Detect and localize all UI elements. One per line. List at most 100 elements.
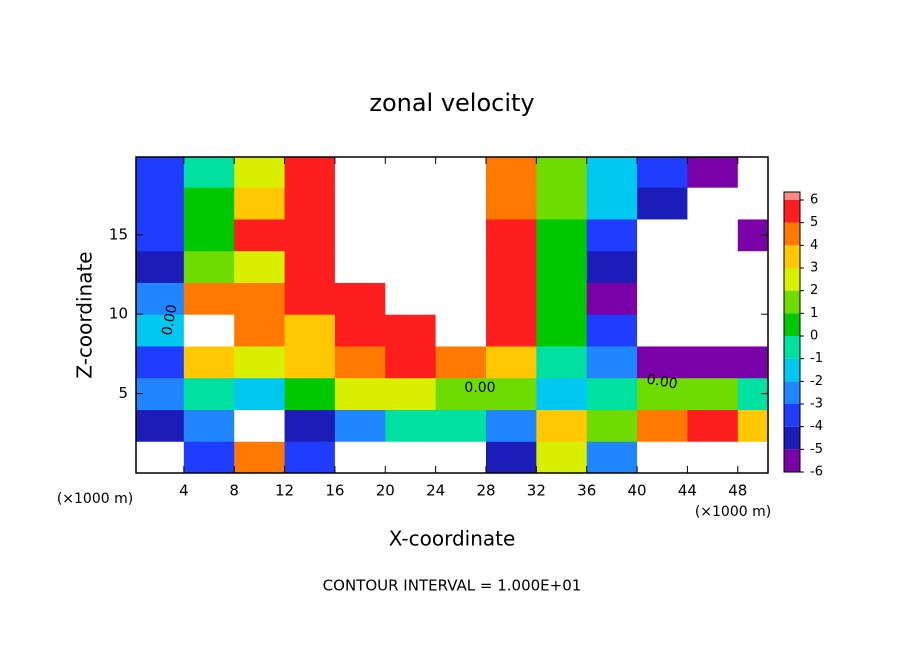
cell <box>485 409 537 442</box>
colorbar-label: -6 <box>810 465 823 480</box>
cell <box>637 377 688 410</box>
colorbar-swatch <box>784 358 800 382</box>
cell <box>586 314 638 347</box>
colorbar-label: 6 <box>810 193 818 208</box>
cell <box>536 345 588 379</box>
cell <box>435 409 487 442</box>
cell <box>536 377 588 410</box>
cell <box>586 282 638 315</box>
x-tick-label: 8 <box>229 482 239 500</box>
cell <box>183 377 235 410</box>
colorbar-swatch <box>784 381 800 404</box>
y-tick-label: 10 <box>109 305 128 323</box>
cell <box>637 157 688 188</box>
cell <box>737 409 768 442</box>
x-axis-label: X-coordinate <box>389 527 516 551</box>
cell <box>687 409 739 442</box>
cell <box>385 187 437 220</box>
cell <box>136 250 185 283</box>
cell <box>183 218 235 252</box>
cell <box>385 218 437 252</box>
cell <box>435 345 487 379</box>
x-unit-label: (×1000 m) <box>695 504 771 520</box>
cell <box>334 187 386 220</box>
cell <box>234 409 286 442</box>
cell <box>737 314 768 347</box>
cell <box>136 409 185 442</box>
cell <box>586 441 638 473</box>
contour-label: 0.00 <box>159 303 180 336</box>
cell <box>284 345 336 379</box>
cell <box>536 157 588 188</box>
cell <box>737 441 768 473</box>
cell <box>136 314 185 347</box>
cell <box>637 218 688 252</box>
cell <box>536 314 588 347</box>
cell <box>183 157 235 188</box>
cell <box>136 441 185 473</box>
cell <box>536 218 588 252</box>
cell <box>536 250 588 283</box>
cell <box>334 409 386 442</box>
cell <box>637 314 688 347</box>
cell <box>234 157 286 188</box>
chart-title: zonal velocity <box>369 89 534 117</box>
colorbar-label: 1 <box>810 306 818 321</box>
cell <box>334 282 386 315</box>
cell <box>284 250 336 283</box>
cell <box>687 282 739 315</box>
plot-frame <box>135 156 769 474</box>
cell <box>586 157 638 188</box>
cell <box>737 250 768 283</box>
cell <box>385 250 437 283</box>
cell <box>234 377 286 410</box>
cell <box>687 345 739 379</box>
cell <box>485 314 537 347</box>
y-tick-label: 5 <box>118 384 128 402</box>
colorbar-label: 4 <box>810 238 818 253</box>
colorbar-label: 2 <box>810 283 818 298</box>
cell <box>737 345 768 379</box>
colorbar-label: -2 <box>810 374 823 389</box>
y-axis-label: Z-coordinate <box>73 251 97 378</box>
cell <box>485 187 537 220</box>
cell <box>334 250 386 283</box>
cell <box>435 187 487 220</box>
cell <box>485 218 537 252</box>
colorbar-label: 5 <box>810 215 818 230</box>
cell <box>435 250 487 283</box>
cell <box>485 282 537 315</box>
colorbar-label: -5 <box>810 442 823 457</box>
x-tick-label: 16 <box>325 482 344 500</box>
cell <box>435 441 487 473</box>
cell <box>687 250 739 283</box>
cell <box>586 377 638 410</box>
cell <box>385 409 437 442</box>
cell <box>385 157 437 188</box>
colorbar-swatch <box>784 290 800 314</box>
cell <box>385 441 437 473</box>
cell <box>284 409 336 442</box>
cell <box>334 345 386 379</box>
colorbar-label: 3 <box>810 261 818 276</box>
cell <box>284 282 336 315</box>
cell <box>136 282 185 315</box>
contour-label: 0.00 <box>645 371 678 392</box>
x-tick-label: 20 <box>376 482 395 500</box>
colorbar-label: 0 <box>810 329 818 344</box>
cell <box>234 187 286 220</box>
cell <box>687 218 739 252</box>
cell <box>334 314 386 347</box>
cell <box>385 345 437 379</box>
cell <box>334 377 386 410</box>
cell <box>334 218 386 252</box>
colorbar-swatch <box>784 404 800 427</box>
colorbar-swatch <box>784 268 800 291</box>
cell <box>637 282 688 315</box>
cell <box>536 409 588 442</box>
cell <box>284 187 336 220</box>
cell <box>586 250 638 283</box>
cell <box>183 441 235 473</box>
cell <box>687 187 739 220</box>
cell <box>284 314 336 347</box>
